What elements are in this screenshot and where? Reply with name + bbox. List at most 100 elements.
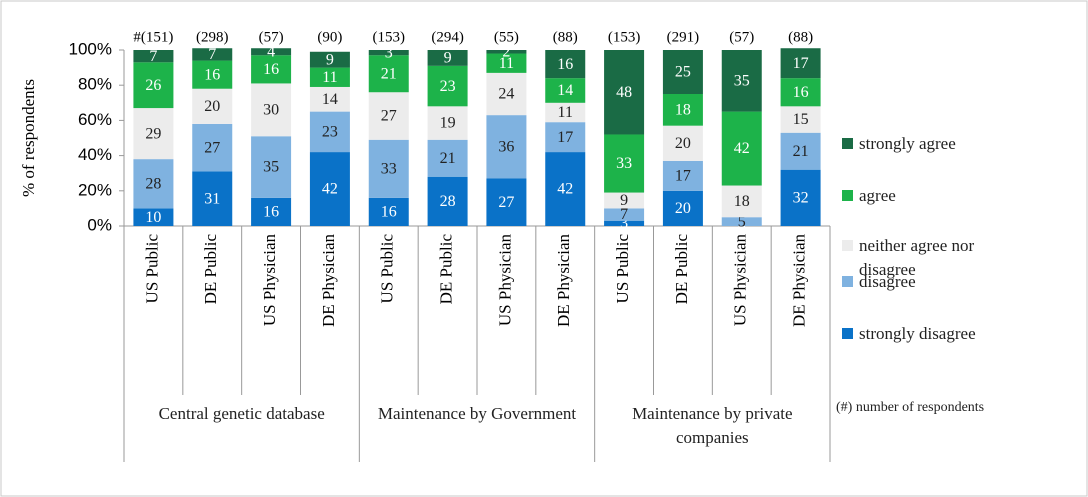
data-label: 9 <box>444 50 452 67</box>
data-label: 25 <box>675 64 691 81</box>
data-label: 11 <box>322 69 337 86</box>
data-label: 3 <box>620 215 628 232</box>
bar-segment <box>545 122 586 153</box>
legend-swatch <box>842 190 853 201</box>
data-label: 3 <box>385 44 393 61</box>
bar-segment <box>427 176 468 226</box>
data-label: 9 <box>620 192 628 209</box>
x-tick-label: DE Physician <box>319 234 338 328</box>
data-label: 33 <box>616 155 632 172</box>
data-label: 11 <box>558 104 573 121</box>
data-label: 35 <box>263 159 279 176</box>
legend-item: disagree <box>842 270 1082 294</box>
bar-segment <box>721 217 762 226</box>
data-label: 42 <box>322 181 338 198</box>
data-label: 21 <box>793 143 809 160</box>
bar-segment <box>309 152 350 226</box>
bar-segment <box>486 72 527 116</box>
data-label: 18 <box>675 102 691 119</box>
bar-segment <box>368 50 409 56</box>
y-tick-label: 80% <box>78 75 112 94</box>
data-label: 11 <box>499 55 514 72</box>
data-label: 27 <box>204 139 220 156</box>
legend-swatch <box>842 138 853 149</box>
data-label: 28 <box>440 193 456 210</box>
data-label: 17 <box>675 168 691 185</box>
bar-segment <box>368 197 409 226</box>
data-label: 19 <box>440 115 456 132</box>
bar-segment <box>133 159 174 209</box>
n-label: (291) <box>667 29 700 45</box>
bar-segment <box>251 136 292 198</box>
bar-segment <box>486 115 527 179</box>
data-label: 21 <box>381 65 397 82</box>
n-label: (90) <box>317 29 342 45</box>
data-label: 28 <box>145 175 161 192</box>
bar-segment <box>368 55 409 93</box>
data-label: 20 <box>675 135 691 152</box>
bar-segment <box>662 190 703 226</box>
legend-swatch <box>842 240 853 251</box>
data-label: 16 <box>557 56 573 73</box>
bar-segment <box>251 48 292 56</box>
bar-segment <box>368 92 409 140</box>
data-label: 33 <box>381 160 397 177</box>
data-label: 16 <box>793 84 809 101</box>
n-label: (57) <box>729 29 754 45</box>
n-label: (298) <box>196 29 229 45</box>
bar-segment <box>368 139 409 198</box>
bar-segment <box>486 178 527 226</box>
bar-segment <box>251 55 292 84</box>
legend-label: agree <box>859 186 896 205</box>
bar-segment <box>545 152 586 226</box>
data-label: 7 <box>149 48 157 65</box>
bar-segment <box>721 185 762 218</box>
bar-segment <box>427 65 468 107</box>
bar-segment <box>192 48 233 61</box>
y-tick-label: 20% <box>78 180 112 199</box>
data-label: 15 <box>793 111 809 128</box>
x-tick-label: US Physician <box>731 234 750 327</box>
legend-item: neither agree nor disagree <box>842 234 1082 282</box>
bar-segment <box>309 51 350 68</box>
data-label: 10 <box>145 209 161 226</box>
legend-item: strongly agree <box>842 132 1082 156</box>
bar-segment <box>780 132 821 170</box>
data-label: 26 <box>145 77 161 94</box>
bar-segment <box>604 208 645 221</box>
data-label: 4 <box>267 43 275 60</box>
data-label: 35 <box>734 72 750 89</box>
x-tick-label: US Public <box>613 234 632 304</box>
data-label: 21 <box>440 150 456 167</box>
legend-label: strongly disagree <box>859 324 976 343</box>
y-tick-label: 40% <box>78 145 112 164</box>
bar-segment <box>251 197 292 226</box>
bar-segment <box>604 220 645 226</box>
x-tick-label: DE Public <box>436 234 455 305</box>
bar-segment <box>662 125 703 161</box>
data-label: 48 <box>616 84 632 101</box>
n-label: (57) <box>259 29 284 45</box>
bar-segment <box>192 60 233 89</box>
x-tick-label: US Public <box>142 234 161 304</box>
data-label: 18 <box>734 193 750 210</box>
data-label: 27 <box>381 108 397 125</box>
bar-segment <box>662 160 703 191</box>
bar-segment <box>721 111 762 186</box>
bar-segment <box>780 78 821 107</box>
x-tick-label: DE Physician <box>789 234 808 328</box>
note: (#) number of respondents <box>836 400 985 415</box>
x-tick-label: US Physician <box>495 234 514 327</box>
data-label: 7 <box>620 206 628 223</box>
bar-segment <box>545 102 586 123</box>
n-label: (55) <box>494 29 519 45</box>
n-label: (88) <box>553 29 578 45</box>
bar-segment <box>486 53 527 73</box>
data-label: 14 <box>322 91 338 108</box>
group-label: Maintenance by private companies <box>632 404 793 447</box>
data-label: 42 <box>557 181 573 198</box>
data-label: 23 <box>440 78 456 95</box>
legend-label: neither agree nor disagree <box>859 236 975 279</box>
